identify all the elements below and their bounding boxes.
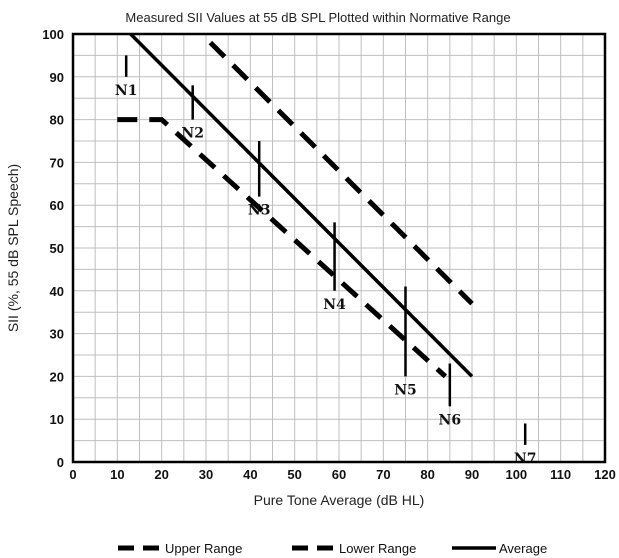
x-tick-label: 70 <box>376 467 390 482</box>
x-tick-label: 120 <box>594 467 616 482</box>
y-tick-label: 40 <box>50 284 64 299</box>
plot-frame <box>71 32 607 464</box>
x-tick-label: 10 <box>110 467 124 482</box>
legend: Upper Range Lower Range Average <box>118 541 547 556</box>
y-tick-label: 90 <box>50 70 64 85</box>
x-tick-label: 0 <box>69 467 76 482</box>
y-axis-label: SII (%, 55 dB SPL Speech) <box>5 164 21 332</box>
y-tick-label: 80 <box>50 113 64 128</box>
y-tick-label: 20 <box>50 369 64 384</box>
measurement-layer: N1 N2 N3 N4 N5 N6 N7 <box>115 55 537 467</box>
chart-title: Measured SII Values at 55 dB SPL Plotted… <box>125 10 510 25</box>
x-tick-label: 40 <box>243 467 257 482</box>
series-layer <box>117 32 474 379</box>
y-tick-label: 70 <box>50 155 64 170</box>
x-tick-label: 50 <box>287 467 301 482</box>
legend-label: Upper Range <box>165 541 242 556</box>
x-tick-label: 90 <box>465 467 479 482</box>
y-tick-label: 30 <box>50 327 64 342</box>
x-axis-label: Pure Tone Average (dB HL) <box>254 492 425 508</box>
x-tick-label: 30 <box>199 467 213 482</box>
measurement-label: N6 <box>439 412 462 428</box>
measurement-label: N5 <box>394 382 417 398</box>
tick-layer: 0 10 20 30 40 50 60 70 80 90 100 110 120 0 10 20 30 40 50 6… <box>42 27 616 482</box>
series-line <box>208 40 474 306</box>
measurement-label: N4 <box>323 297 346 313</box>
y-tick-label: 60 <box>50 198 64 213</box>
measurement-label: N3 <box>248 203 271 219</box>
x-tick-label: 60 <box>332 467 346 482</box>
y-tick-label: 0 <box>57 455 64 470</box>
y-tick-label: 100 <box>42 27 64 42</box>
measurement-label: N2 <box>181 126 204 142</box>
x-tick-label: 20 <box>154 467 168 482</box>
measurement-label: N1 <box>115 83 138 99</box>
legend-label: Average <box>499 541 547 556</box>
x-tick-label: 80 <box>420 467 434 482</box>
x-tick-label: 100 <box>505 467 527 482</box>
legend-label: Lower Range <box>339 541 416 556</box>
y-tick-label: 10 <box>50 412 64 427</box>
y-tick-label: 50 <box>50 241 64 256</box>
measurement-label: N7 <box>514 451 537 467</box>
series-line <box>117 117 448 379</box>
x-tick-label: 110 <box>550 467 571 482</box>
grid-layer <box>73 34 605 462</box>
series-line <box>129 32 474 378</box>
